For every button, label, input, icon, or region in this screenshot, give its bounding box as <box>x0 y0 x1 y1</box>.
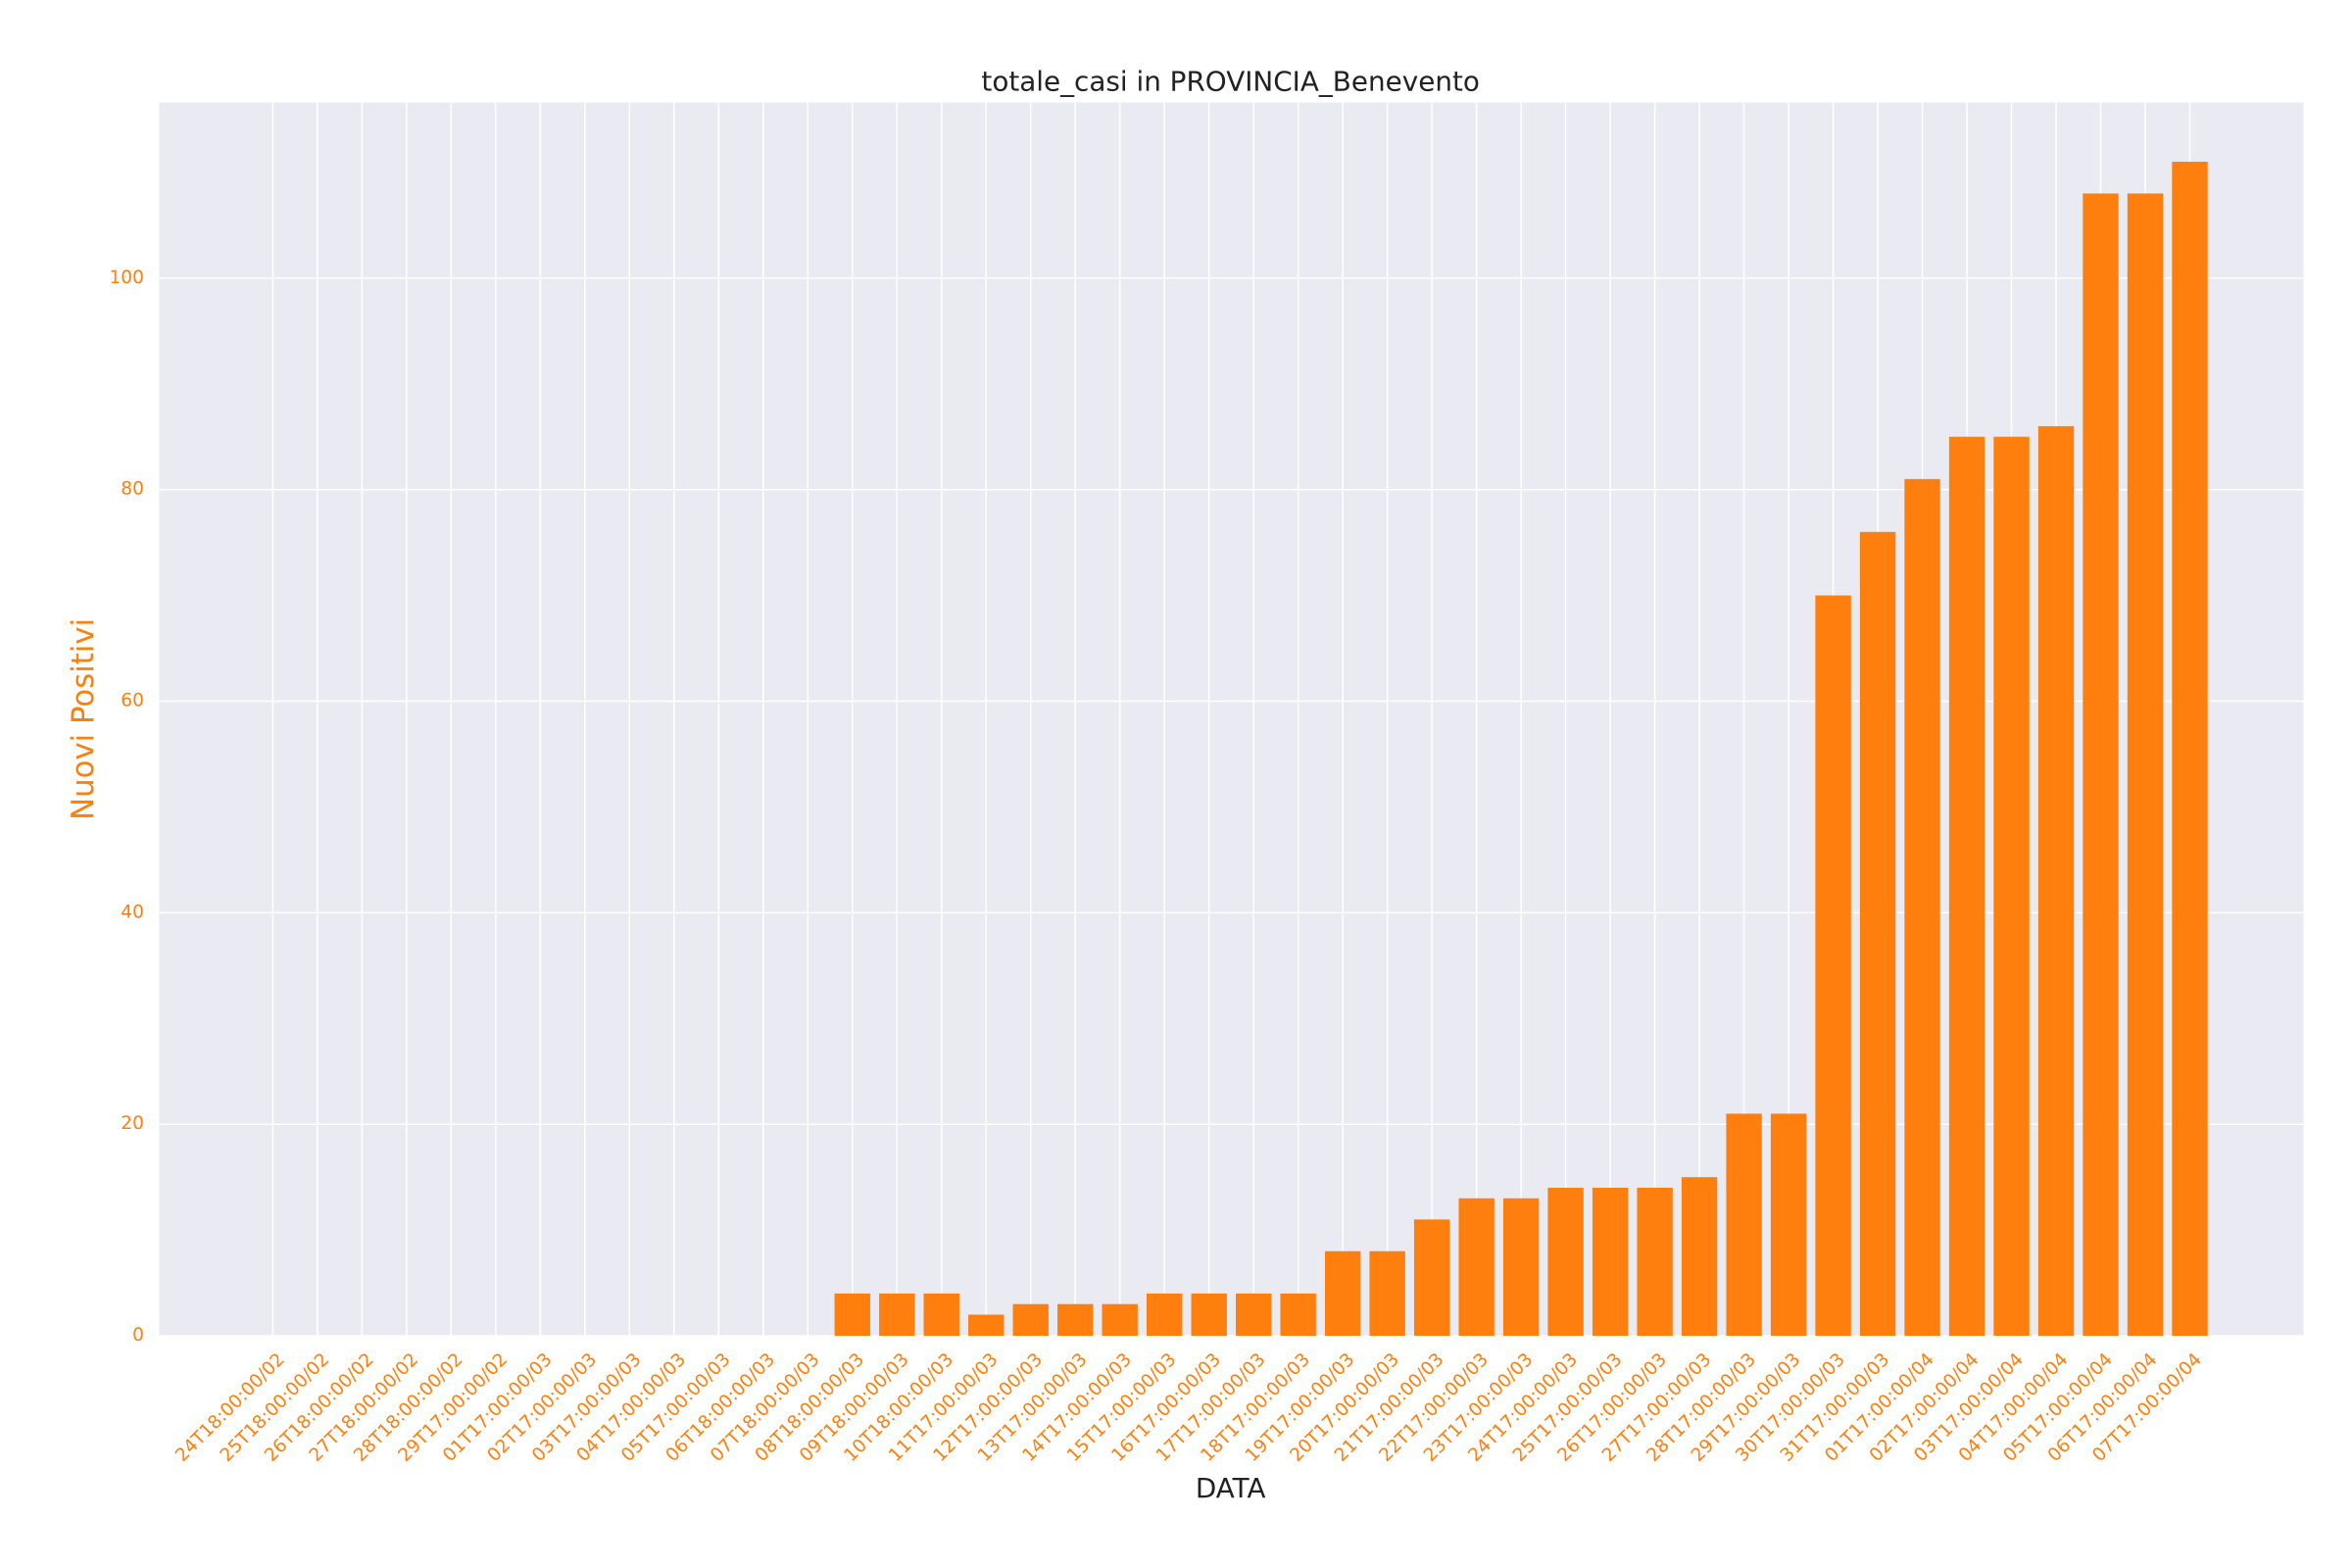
y-tick-label: 20 <box>121 1113 144 1134</box>
bar <box>1413 1219 1450 1337</box>
bar <box>879 1293 915 1337</box>
bar <box>2082 193 2119 1337</box>
plot-area <box>159 102 2304 1337</box>
y-tick-label: 80 <box>121 479 144 500</box>
y-tick-label: 60 <box>121 691 144 711</box>
bar <box>1859 531 1896 1337</box>
bar <box>1681 1177 1718 1337</box>
bar <box>1637 1187 1673 1337</box>
bar <box>1147 1293 1183 1337</box>
bar <box>1012 1303 1049 1337</box>
bar <box>1770 1113 1807 1337</box>
bar <box>1993 436 2030 1337</box>
bar <box>1280 1293 1316 1337</box>
bar <box>1815 595 1851 1337</box>
bar <box>1057 1303 1094 1337</box>
bar <box>1904 478 1940 1337</box>
bar <box>1324 1250 1361 1337</box>
x-axis-label: DATA <box>1196 1472 1266 1504</box>
bar <box>834 1293 870 1337</box>
bar <box>1592 1187 1629 1337</box>
bar <box>2037 425 2075 1337</box>
bar <box>1502 1198 1540 1337</box>
chart-title: totale_casi in PROVINCIA_Benevento <box>981 66 1480 98</box>
bar <box>1102 1303 1138 1337</box>
bar <box>1547 1187 1584 1337</box>
bar <box>1948 436 1985 1337</box>
bar <box>2127 193 2164 1337</box>
bar <box>1458 1198 1494 1337</box>
y-tick-label: 0 <box>132 1325 144 1346</box>
bar <box>968 1314 1004 1337</box>
y-tick-label: 40 <box>121 902 144 922</box>
bar <box>1235 1293 1272 1337</box>
y-tick-label: 100 <box>110 268 144 288</box>
bar <box>1369 1250 1405 1337</box>
bar <box>2172 162 2208 1337</box>
bar <box>923 1293 959 1337</box>
bar <box>1726 1113 1762 1337</box>
y-axis-label: Nuovi Positivi <box>66 618 101 820</box>
bar <box>1191 1293 1227 1337</box>
